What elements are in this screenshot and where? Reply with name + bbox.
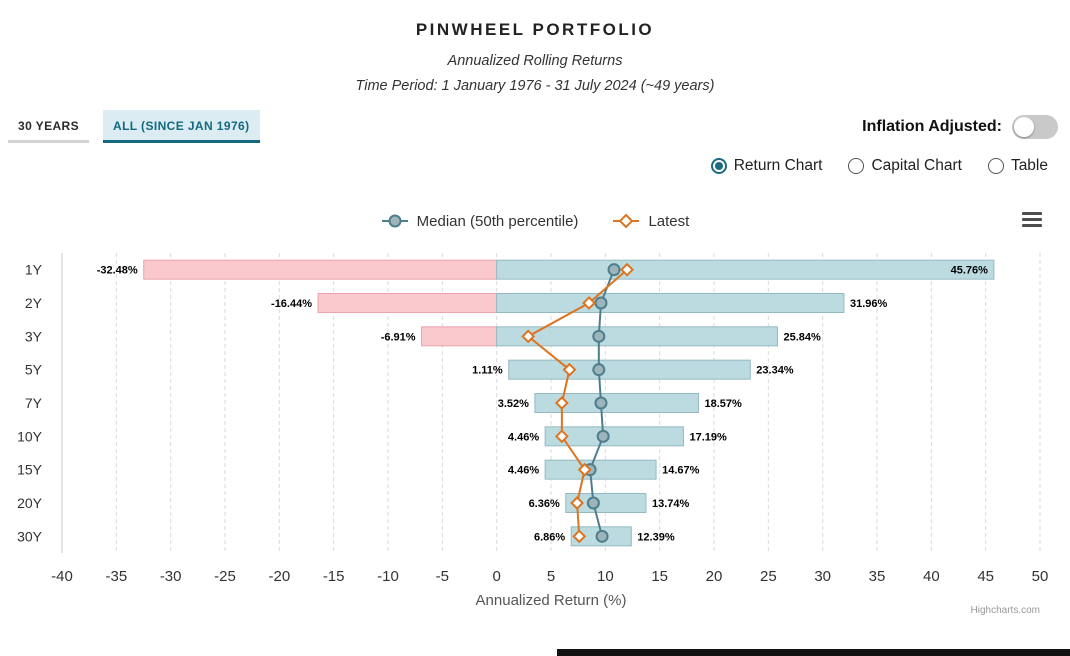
svg-text:13.74%: 13.74% [652,498,690,510]
chart-legend: Median (50th percentile) Latest [0,209,1070,233]
controls-row: 30 YEARS ALL (SINCE JAN 1976) Inflation … [0,110,1070,143]
svg-text:-15: -15 [323,568,345,585]
svg-text:Highcharts.com: Highcharts.com [971,605,1040,616]
toggle-knob-icon [1014,117,1034,137]
svg-text:23.34%: 23.34% [756,365,794,377]
svg-text:15Y: 15Y [17,462,43,478]
inflation-adjusted-label: Inflation Adjusted: [862,118,1002,135]
svg-text:10Y: 10Y [17,428,43,444]
svg-text:14.67%: 14.67% [662,465,700,477]
svg-text:-5: -5 [436,568,449,585]
svg-text:-6.91%: -6.91% [381,331,416,343]
svg-text:45: 45 [977,568,994,585]
tab-all-since-1976[interactable]: ALL (SINCE JAN 1976) [103,110,260,143]
svg-text:40: 40 [923,568,940,585]
svg-text:0: 0 [492,568,500,585]
legend-median-label: Median (50th percentile) [416,212,579,230]
radio-table-label: Table [1010,157,1048,174]
radio-capital-chart-label: Capital Chart [871,157,962,174]
svg-text:30Y: 30Y [17,528,43,544]
view-selector: Return Chart Capital Chart Table [0,157,1048,175]
svg-text:3.52%: 3.52% [498,398,529,410]
period-tabs: 30 YEARS ALL (SINCE JAN 1976) [8,110,260,143]
radio-capital-chart[interactable]: Capital Chart [848,157,962,175]
svg-text:30: 30 [814,568,831,585]
radio-circle-icon [987,158,1004,174]
svg-text:1.11%: 1.11% [472,365,503,377]
svg-text:-20: -20 [268,568,290,585]
radio-circle-icon [710,158,727,174]
bottom-bar [557,649,1070,656]
page-title: PINWHEEL PORTFOLIO [415,20,655,39]
svg-text:5Y: 5Y [25,362,43,378]
hamburger-icon [1022,224,1042,227]
legend-latest-label: Latest [648,212,690,230]
svg-text:-30: -30 [160,568,182,585]
rolling-returns-chart[interactable]: -40 -35 -30 -25 -20 -15 -10 -5 0 5 10 15 20 25 30 35 40 4… [0,233,1070,621]
svg-text:15: 15 [651,568,668,585]
svg-text:20: 20 [706,568,723,585]
svg-text:4.46%: 4.46% [508,465,539,477]
svg-text:1Y: 1Y [25,262,43,278]
svg-text:6.36%: 6.36% [529,498,560,510]
hamburger-icon [1022,218,1042,221]
hamburger-icon [1022,212,1042,215]
inflation-adjusted-toggle[interactable] [1012,115,1058,139]
svg-text:-40: -40 [51,568,73,585]
svg-text:7Y: 7Y [25,395,43,411]
svg-text:25: 25 [760,568,777,585]
svg-text:Annualized Return (%): Annualized Return (%) [476,592,627,609]
radio-return-chart-label: Return Chart [733,157,823,174]
chart-context-menu-button[interactable] [1020,210,1044,229]
svg-text:18.57%: 18.57% [704,398,742,410]
svg-text:-32.48%: -32.48% [97,265,138,277]
pinwheel-portfolio-page: PINWHEEL PORTFOLIO Annualized Rolling Re… [0,20,1070,656]
svg-text:-25: -25 [214,568,236,585]
svg-text:2Y: 2Y [25,295,43,311]
svg-text:4.46%: 4.46% [508,431,539,443]
radio-return-chart[interactable]: Return Chart [710,157,823,175]
legend-item-median[interactable]: Median (50th percentile) [381,212,579,230]
svg-text:3Y: 3Y [25,328,43,344]
svg-text:50: 50 [1032,568,1049,585]
svg-text:-16.44%: -16.44% [271,298,312,310]
svg-text:6.86%: 6.86% [534,531,565,543]
tab-30-years[interactable]: 30 YEARS [8,110,90,143]
svg-text:-10: -10 [377,568,399,585]
chart-subtitle: Annualized Rolling Returns [447,53,623,69]
median-legend-marker-icon [381,214,408,228]
inflation-adjusted-control: Inflation Adjusted: [862,115,1058,143]
svg-text:45.76%: 45.76% [951,265,989,277]
svg-text:20Y: 20Y [17,495,43,511]
svg-text:12.39%: 12.39% [637,531,675,543]
legend-item-latest[interactable]: Latest [612,213,689,230]
svg-text:-35: -35 [105,568,127,585]
svg-text:25.84%: 25.84% [783,331,821,343]
svg-text:35: 35 [869,568,886,585]
radio-circle-icon [848,158,865,174]
latest-legend-marker-icon [613,213,640,229]
svg-text:5: 5 [547,568,555,585]
svg-text:10: 10 [597,568,614,585]
radio-table[interactable]: Table [987,157,1048,175]
svg-text:31.96%: 31.96% [850,298,888,310]
time-period-text: Time Period: 1 January 1976 - 31 July 20… [355,78,715,94]
svg-text:17.19%: 17.19% [689,431,727,443]
